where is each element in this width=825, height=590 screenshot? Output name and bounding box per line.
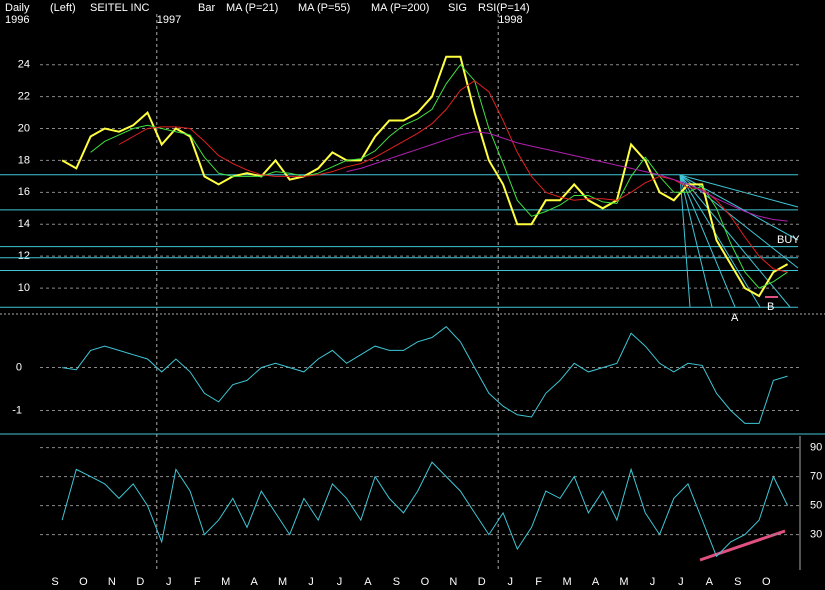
x-tick-label: S — [393, 576, 400, 588]
legend-entry: MA (P=21) — [226, 2, 278, 14]
legend-entry: RSI(P=14) — [478, 2, 530, 14]
y-tick-label: 70 — [810, 471, 822, 483]
x-tick-label: M — [278, 576, 287, 588]
trend-line — [699, 529, 786, 562]
annotation: A — [731, 312, 739, 324]
y-tick-label: 0 — [16, 361, 22, 373]
year-label: 1997 — [157, 14, 181, 26]
x-tick-label: N — [108, 576, 116, 588]
legend-entry: MA (P=55) — [298, 2, 350, 14]
annotation: B — [767, 301, 774, 313]
y-tick-label: 12 — [18, 250, 30, 262]
x-tick-label: F — [535, 576, 542, 588]
y-tick-label: 30 — [810, 529, 822, 541]
period: Daily — [5, 2, 30, 14]
x-tick-label: A — [706, 576, 714, 588]
series-line — [62, 326, 788, 424]
x-tick-label: M — [619, 576, 628, 588]
x-tick-label: A — [250, 576, 258, 588]
y-tick-label: 16 — [18, 186, 30, 198]
x-tick-label: D — [478, 576, 486, 588]
year-label: 1996 — [5, 14, 29, 26]
y-tick-label: 90 — [810, 442, 822, 454]
series-line — [61, 461, 789, 558]
x-tick-label: D — [136, 576, 144, 588]
series-line — [118, 80, 788, 273]
x-tick-label: J — [308, 576, 314, 588]
scale-side: (Left) — [50, 2, 76, 14]
x-tick-label: J — [337, 576, 343, 588]
x-tick-label: O — [421, 576, 430, 588]
x-tick-label: A — [592, 576, 600, 588]
x-tick-label: M — [221, 576, 230, 588]
y-tick-label: 22 — [18, 91, 30, 103]
x-tick-label: J — [678, 576, 684, 588]
x-tick-label: S — [51, 576, 58, 588]
legend-entry: MA (P=200) — [371, 2, 429, 14]
annotation: BUY — [777, 234, 800, 246]
y-tick-label: 20 — [18, 122, 30, 134]
x-tick-label: J — [166, 576, 172, 588]
x-tick-label: M — [563, 576, 572, 588]
x-tick-label: O — [79, 576, 88, 588]
y-tick-label: 50 — [810, 500, 822, 512]
y-tick-label: 14 — [18, 218, 30, 230]
series-line — [61, 55, 789, 298]
series-line — [346, 131, 788, 222]
y-tick-label: 10 — [18, 282, 30, 294]
x-tick-label: F — [194, 576, 201, 588]
chart-title: SEITEL INC — [90, 2, 150, 14]
fan-lines — [679, 174, 799, 308]
y-tick-label: 24 — [18, 59, 30, 71]
series-line — [90, 63, 788, 289]
y-tick-label: -1 — [12, 404, 22, 416]
legend-entry: SIG — [448, 2, 467, 14]
year-label: 1998 — [498, 14, 522, 26]
x-tick-label: J — [650, 576, 656, 588]
x-tick-label: S — [734, 576, 741, 588]
legend-entry: Bar — [198, 2, 215, 14]
x-tick-label: J — [507, 576, 513, 588]
x-tick-label: N — [449, 576, 457, 588]
x-tick-label: A — [364, 576, 372, 588]
y-tick-label: 18 — [18, 154, 30, 166]
x-tick-label: O — [762, 576, 771, 588]
